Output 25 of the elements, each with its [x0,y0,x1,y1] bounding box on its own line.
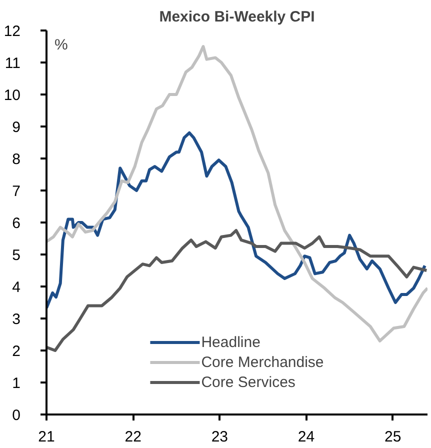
y-tick-label: 0 [12,407,20,424]
y-tick-label: 8 [12,151,20,168]
x-tick-label: 21 [38,428,55,446]
chart-title: Mexico Bi-Weekly CPI [159,8,315,26]
y-tick-label: 6 [12,215,20,232]
y-tick-label: 5 [12,247,20,264]
x-tick-label: 25 [384,428,402,446]
annotation: % [54,36,68,54]
y-tick-label: 9 [12,119,20,136]
x-tick-label: 22 [124,428,142,446]
x-tick-label: 24 [298,428,315,446]
line-series [46,131,426,310]
y-tick-label: 12 [4,23,21,40]
y-tick-label: 11 [4,55,21,72]
y-tick-label: 10 [4,87,21,104]
legend-label: Core Merchandise [201,354,324,370]
legend-label: Headline [201,334,260,350]
legend-label: Core Services [201,374,296,390]
x-tick-label: 23 [211,428,228,446]
y-tick-label: 4 [12,279,20,296]
y-tick-label: 2 [12,343,20,360]
y-tick-label: 7 [12,183,20,200]
y-tick-label: 1 [12,375,20,392]
y-tick-label: 3 [12,311,20,328]
line-series [46,229,428,352]
